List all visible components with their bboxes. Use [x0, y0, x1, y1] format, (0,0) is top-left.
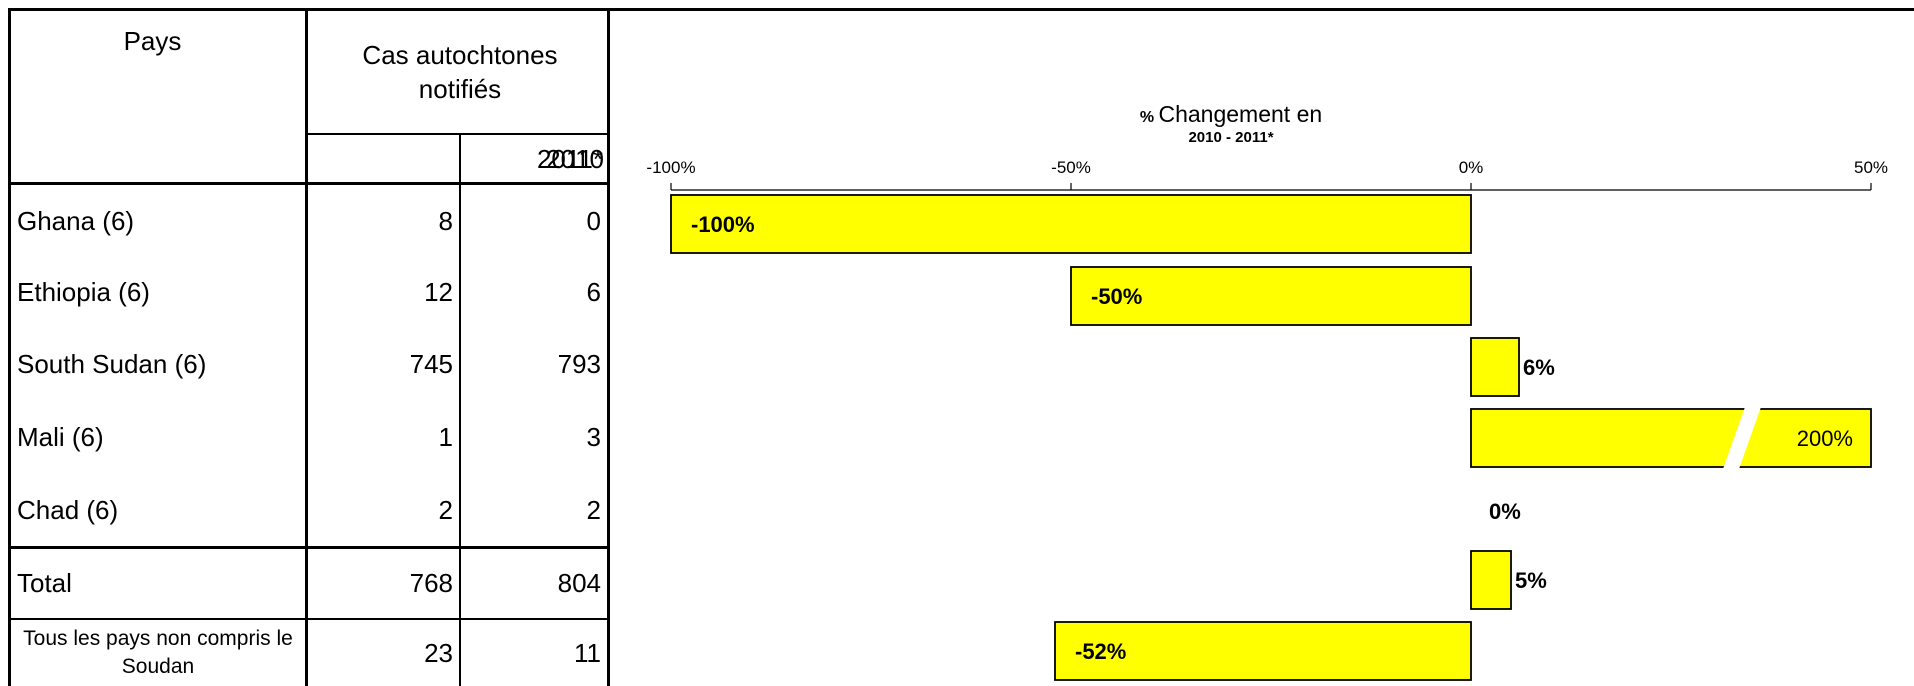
table-border-top [8, 8, 1914, 11]
header-country: Pays [123, 26, 182, 56]
table-cell-2010: 2 [438, 495, 453, 525]
bar-value-label: -100% [691, 212, 755, 237]
table-cell-2010: 12 [424, 277, 453, 307]
table-cell-2011: 2 [586, 495, 601, 525]
bar [670, 194, 1472, 254]
table-row-country: Total [17, 567, 72, 598]
change-bar-chart: % Changement en 2010 - 2011* -100% -50% 0% 50… [646, 101, 1888, 681]
chart-title: % Changement en [1140, 101, 1322, 127]
table-header-divider [305, 133, 609, 135]
table-total-top [8, 546, 609, 549]
table-cell-2011: 11 [574, 637, 601, 668]
table-header-bottom [8, 182, 609, 185]
table-cell-2011: 0 [586, 205, 601, 236]
header-year-2011: 2011* [536, 143, 603, 174]
table-row-country: South Sudan (6) [17, 348, 207, 379]
bar-value-label: -50% [1091, 284, 1142, 309]
table-row-country: Chad (6) [17, 495, 119, 525]
table-total-bottom [8, 618, 609, 620]
table-row-country: Ethiopia (6) [17, 277, 150, 307]
bar [1470, 408, 1872, 468]
bar-value-label: -52% [1075, 639, 1126, 664]
table-col-divider-2 [459, 133, 461, 686]
table-cell-2011: 3 [586, 422, 601, 452]
bar [1070, 266, 1472, 326]
bar-value-label: 5% [1515, 568, 1547, 593]
x-tick-label: 0% [1459, 158, 1484, 177]
table-row-country: Mali (6) [17, 422, 104, 452]
header-year-2010: 2010 [546, 143, 604, 174]
table-cell-2010: 23 [424, 637, 453, 668]
bar-value-label: 6% [1523, 355, 1555, 380]
table-row-country: Ghana (6) [17, 205, 135, 236]
table-row-country: Tous les pays non compris le Soudan [23, 627, 293, 678]
table-cell-2010: 1 [438, 422, 453, 452]
bar-value-label: 0% [1489, 499, 1521, 524]
table-border-right [607, 8, 610, 686]
axis-break-marker [1723, 407, 1761, 469]
table-cell-2010: 768 [409, 567, 453, 598]
table-cell-2010: 745 [409, 348, 453, 379]
table-cell-2010: 8 [438, 205, 453, 236]
table-cell-2011: 793 [557, 348, 601, 379]
table-cell-2011: 804 [557, 567, 601, 598]
bar [1470, 550, 1512, 610]
header-cases: Cas autochtones notifiés [362, 40, 558, 104]
x-tick-label: -100% [646, 158, 695, 177]
chart-subtitle: 2010 - 2011* [1188, 129, 1273, 146]
bar-value-label: 200% [1797, 426, 1853, 451]
table-cell-2011: 6 [586, 277, 601, 307]
table-col-divider-1 [305, 8, 308, 686]
bar [1470, 337, 1520, 397]
x-tick-label: -50% [1051, 158, 1091, 177]
table-border-left [8, 8, 11, 686]
bar [1054, 621, 1472, 681]
x-tick-label: 50% [1854, 158, 1888, 177]
